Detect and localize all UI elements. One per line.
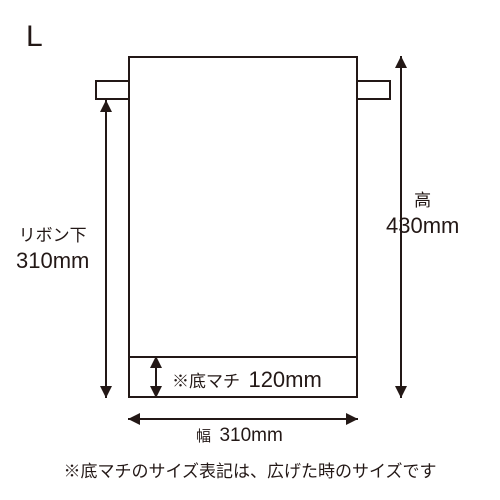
dim-height-value: 430mm <box>386 212 459 241</box>
dim-width-arrow-right <box>346 413 358 425</box>
dim-ribbon-arrow-bot <box>100 386 112 398</box>
dim-width-arrow-left <box>128 413 140 425</box>
dim-ribbon-label: リボン下 310mm <box>16 225 89 276</box>
dim-gusset-value: 120mm <box>248 367 321 392</box>
dim-height-text: 高 <box>386 190 459 212</box>
dim-ribbon-arrow-top <box>100 100 112 112</box>
diagram-stage: L 高 430mm リボン下 310mm ※底マチ 120mm 幅 310mm … <box>0 0 500 500</box>
dim-gusset-arrow-top <box>150 356 162 368</box>
dim-gusset-arrow-bot <box>150 386 162 398</box>
dim-height-arrow-top <box>395 56 407 68</box>
dim-width-text: 幅 <box>196 428 211 445</box>
gusset-line <box>128 356 358 358</box>
dim-ribbon-text: リボン下 <box>16 225 89 247</box>
dim-gusset-text: ※底マチ <box>172 372 240 391</box>
dim-width-value: 310mm <box>219 425 282 446</box>
dim-ribbon-line <box>105 100 107 398</box>
dim-height-arrow-bot <box>395 386 407 398</box>
ribbon-tab-right <box>358 80 391 100</box>
dim-gusset-label: ※底マチ 120mm <box>172 366 322 395</box>
ribbon-tab-left <box>95 80 128 100</box>
dim-height-label: 高 430mm <box>386 190 459 241</box>
dim-width-label: 幅 310mm <box>196 424 283 449</box>
dim-ribbon-value: 310mm <box>16 247 89 276</box>
dim-width-line <box>128 418 358 420</box>
footnote: ※底マチのサイズ表記は、広げた時のサイズです <box>0 457 500 482</box>
bag-outline <box>128 56 358 398</box>
size-letter: L <box>26 20 43 54</box>
